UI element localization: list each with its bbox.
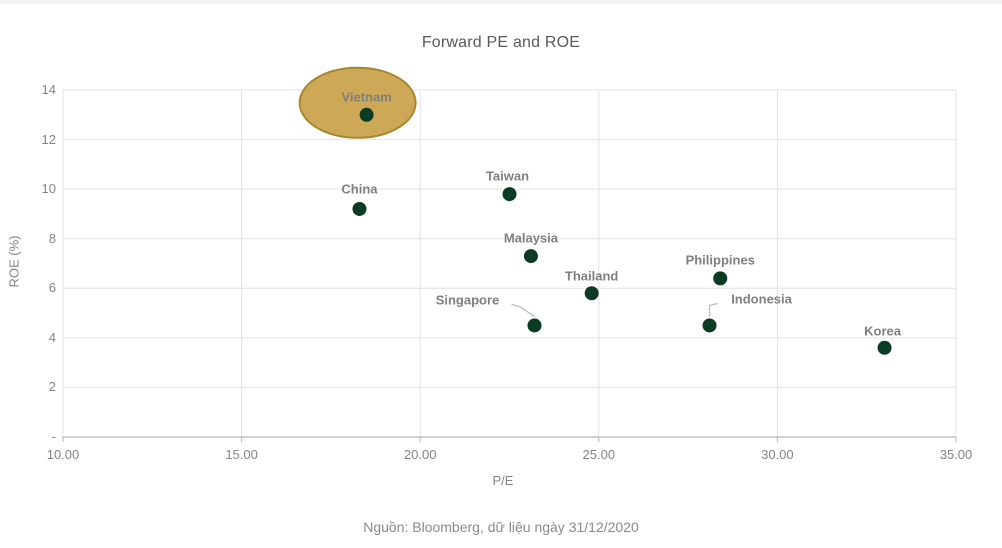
point-label-korea: Korea — [864, 323, 901, 339]
highlight-ellipse-vietnam — [298, 66, 417, 139]
source-note: Nguồn: Bloomberg, dữ liệu ngày 31/12/202… — [363, 519, 639, 535]
y-tick-label-6: 6 — [48, 280, 56, 296]
point-label-vietnam: Vietnam — [341, 89, 392, 105]
point-label-philippines: Philippines — [685, 252, 755, 268]
x-tick-label-25: 25.00 — [582, 447, 616, 462]
data-point-thailand — [584, 286, 599, 301]
x-axis-title: P/E — [492, 473, 514, 488]
point-label-taiwan: Taiwan — [485, 168, 530, 184]
y-tick-label-14: 14 — [41, 82, 56, 97]
point-label-indonesia: Indonesia — [731, 291, 792, 307]
data-point-china — [352, 201, 367, 216]
x-tick-label-30: 30.00 — [761, 447, 794, 462]
chart-title: Forward PE and ROE — [421, 34, 581, 51]
point-label-malaysia: Malaysia — [503, 230, 559, 246]
data-point-malaysia — [523, 249, 538, 264]
leader-line-singapore — [511, 303, 535, 318]
x-tick-label-10: 10.00 — [46, 447, 80, 462]
y-tick-label-0: - — [51, 429, 56, 444]
y-tick-label-12: 12 — [41, 131, 56, 147]
leader-line-indonesia — [708, 302, 718, 317]
data-point-taiwan — [502, 187, 517, 202]
data-point-philippines — [713, 271, 728, 286]
x-tick-label-35: 35.00 — [939, 447, 973, 462]
x-tick-label-20: 20.00 — [403, 447, 437, 462]
window-top-strip — [0, 0, 1002, 4]
y-tick-label-2: 2 — [48, 379, 56, 395]
data-point-indonesia — [702, 318, 717, 333]
x-tick-label-15: 15.00 — [225, 447, 258, 462]
y-tick-label-8: 8 — [48, 230, 56, 246]
y-tick-label-10: 10 — [41, 181, 56, 197]
data-point-vietnam — [359, 107, 374, 122]
y-tick-label-4: 4 — [48, 329, 56, 345]
point-label-china: China — [341, 181, 378, 197]
data-point-korea — [877, 340, 892, 355]
point-label-thailand: Thailand — [564, 268, 619, 284]
data-point-singapore — [527, 318, 542, 333]
point-label-singapore: Singapore — [435, 292, 500, 308]
